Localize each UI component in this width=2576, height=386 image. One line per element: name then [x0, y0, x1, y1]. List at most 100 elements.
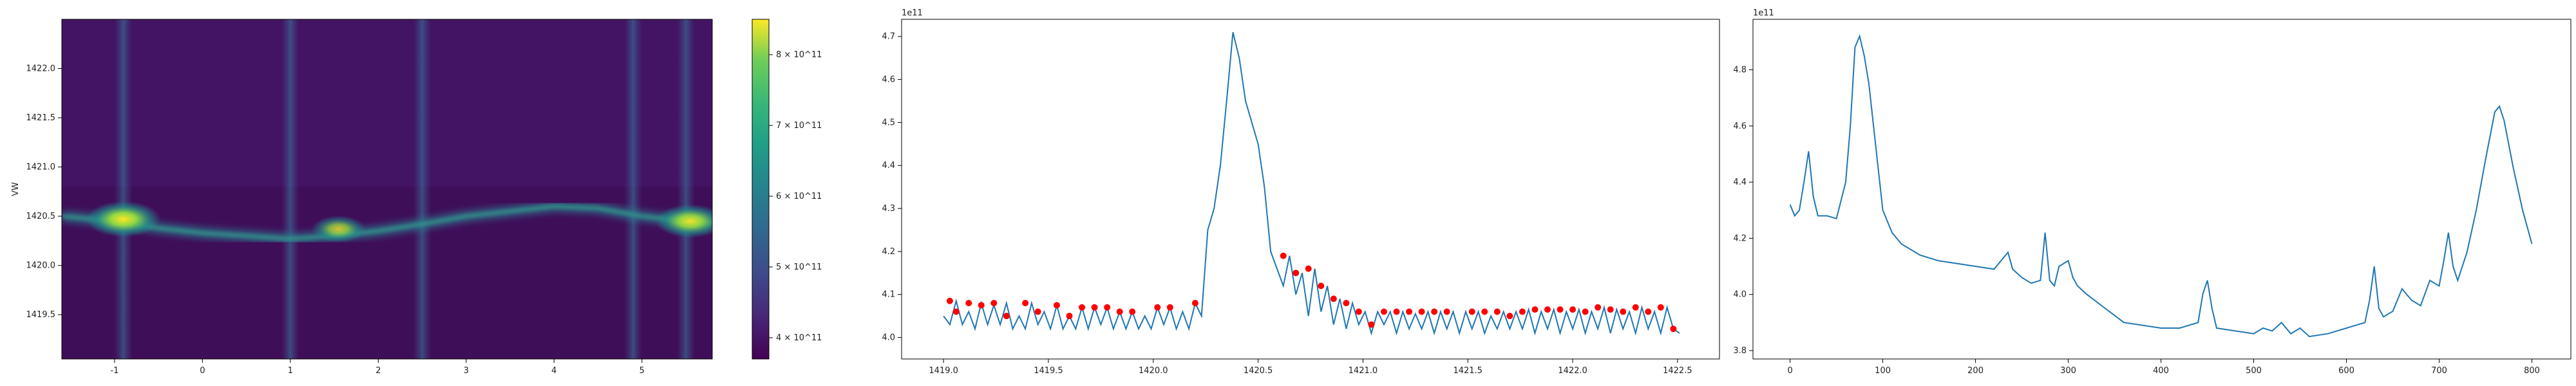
peak-marker: [1632, 304, 1639, 311]
plot2-xtick-label: 1422.5: [1663, 366, 1692, 376]
heatmap-xtick-label: 4: [551, 366, 556, 376]
plot2-offset-label: 1e11: [902, 8, 923, 18]
heatmap-hot-spot: [655, 204, 712, 238]
peak-marker: [1355, 308, 1362, 315]
heatmap-xtick-label: 1: [288, 366, 293, 376]
peak-marker: [1468, 308, 1475, 315]
peak-marker: [1557, 306, 1564, 313]
peak-marker: [1091, 304, 1098, 311]
peak-marker: [1305, 265, 1312, 272]
series-line: [943, 32, 1680, 336]
colorbar-tick-label: 4 × 10^11: [776, 333, 822, 343]
heatmap-vertical-band: [413, 19, 431, 359]
plot3-xtick-label: 800: [2524, 366, 2540, 376]
peak-marker: [1368, 321, 1375, 328]
heatmap-vertical-band: [114, 19, 133, 359]
peak-marker: [1293, 270, 1300, 277]
plot2-xtick-label: 1421.0: [1349, 366, 1378, 376]
peak-marker: [1519, 308, 1526, 315]
peak-marker: [1380, 308, 1387, 315]
peak-marker: [1493, 308, 1501, 315]
line-markers-panel: 1419.0 1419.5 1420.0 1420.5 1421.0 1421.5 1422…: [882, 8, 1720, 376]
plot2-ytick-label: 4.2: [882, 247, 895, 257]
peak-marker: [1154, 304, 1161, 311]
colorbar-tick-label: 7 × 10^11: [776, 121, 822, 131]
plot2-xtick-label: 1422.0: [1558, 366, 1587, 376]
plot3-ytick-label: 4.4: [1733, 178, 1747, 187]
peak-marker: [1003, 313, 1010, 320]
heatmap-vertical-band: [624, 19, 643, 359]
plot2-ytick-label: 4.7: [882, 32, 895, 42]
peak-marker: [1406, 308, 1413, 315]
plot3-ytick-label: 4.0: [1733, 290, 1747, 300]
peak-marker: [1053, 302, 1060, 309]
peak-marker: [1607, 306, 1614, 313]
plot2-ytick-label: 4.5: [882, 118, 895, 127]
plot3-frame: [1752, 19, 2571, 360]
heatmap-vertical-band: [281, 19, 299, 359]
heatmap-hot-spot: [311, 216, 366, 243]
series-line: [1789, 33, 2533, 338]
heatmap-xtick-label: 2: [375, 366, 381, 376]
peak-marker: [946, 297, 953, 304]
plot3-xtick-label: 400: [2153, 366, 2169, 376]
peak-marker: [1645, 308, 1652, 315]
heatmap-hot-spot: [86, 201, 161, 237]
colorbar-tick-label: 6 × 10^11: [776, 192, 822, 201]
heatmap-ytick-label: 1419.5: [26, 310, 56, 320]
plot2-frame: [901, 19, 1720, 360]
heatmap-ytick-label: 1420.0: [26, 261, 56, 271]
heatmap-ytick-label: 1421.0: [26, 163, 56, 172]
peak-marker: [952, 308, 960, 315]
plot3-ytick-label: 4.6: [1733, 122, 1747, 131]
peak-marker: [1670, 326, 1677, 333]
peak-marker: [1191, 300, 1198, 307]
peak-marker: [1569, 306, 1577, 313]
peak-marker: [978, 302, 985, 309]
plot2-xtick-label: 1419.0: [929, 366, 958, 376]
peak-marker: [965, 300, 972, 307]
peak-marker: [1418, 308, 1425, 315]
peak-marker: [1481, 308, 1488, 315]
peak-marker: [1506, 313, 1513, 320]
colorbar-tick-label: 8 × 10^11: [776, 50, 822, 60]
plot3-xtick-label: 100: [1875, 366, 1891, 376]
heatmap-xtick-label: 0: [200, 366, 205, 376]
colorbar-gradient: [752, 19, 770, 360]
heatmap-xtick-label: 5: [639, 366, 645, 376]
peak-marker: [1657, 304, 1664, 311]
heatmap-xtick-label: -1: [110, 366, 118, 376]
plot3-xtick-label: 0: [1787, 366, 1792, 376]
heatmap-frame: [61, 19, 713, 360]
plot3-xtick-label: 600: [2338, 366, 2354, 376]
plot2-xtick-label: 1420.0: [1139, 366, 1168, 376]
peak-marker: [1330, 295, 1337, 302]
heatmap-ytick-label: 1421.5: [26, 113, 56, 123]
peak-marker: [1318, 282, 1325, 290]
peak-marker: [1343, 300, 1350, 307]
plot3-xtick-label: 300: [2060, 366, 2076, 376]
heatmap-panel: -1 0 1 2 3 4 5 1419.5 1420.0 1420.5 1421.0 1421.5 1…: [11, 19, 713, 376]
peak-marker: [1034, 308, 1041, 315]
peak-marker: [1582, 308, 1589, 315]
plot3-offset-label: 1e11: [1753, 8, 1774, 18]
plot2-ytick-label: 4.6: [882, 75, 895, 85]
colorbar-tick-label: 5 × 10^11: [776, 262, 822, 272]
plot2-ytick-label: 4.4: [882, 161, 895, 170]
heatmap-ytick-label: 1422.0: [26, 64, 56, 74]
peak-marker: [1066, 313, 1073, 320]
plot2-xtick-label: 1421.5: [1453, 366, 1482, 376]
peak-marker: [1280, 252, 1287, 259]
heatmap-vertical-band: [677, 19, 696, 359]
plot2-xtick-label: 1420.5: [1244, 366, 1273, 376]
plot3-xtick-label: 700: [2431, 366, 2447, 376]
plot3-xtick-label: 200: [1967, 366, 1984, 376]
heatmap-ridge-core: [62, 205, 712, 241]
heatmap-upper-shade: [62, 19, 712, 187]
colorbar: 4 × 10^11 5 × 10^11 6 × 10^11 7 × 10^11 8 × …: [752, 19, 822, 360]
peak-marker: [1079, 304, 1086, 311]
peak-marker: [1620, 308, 1627, 315]
heatmap-ylabel: VW: [11, 182, 21, 196]
plot2-ytick-label: 4.0: [882, 333, 895, 343]
